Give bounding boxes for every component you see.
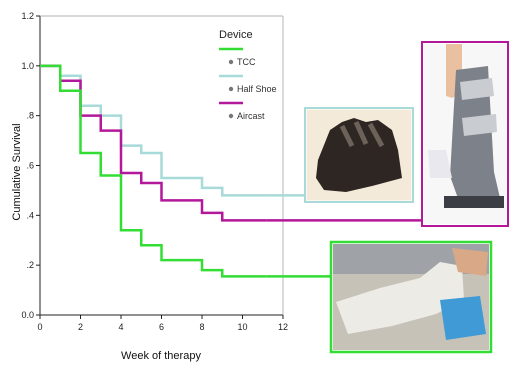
series-lines (40, 64, 267, 278)
legend-marker (228, 113, 234, 119)
tcc-glove (440, 296, 486, 340)
photo-connectors (266, 194, 422, 278)
series-line-half-shoe (40, 64, 267, 197)
aircast-sole (444, 196, 504, 208)
half-shoe-photo (304, 107, 414, 203)
legend-title: Device (219, 29, 253, 41)
x-tick-label: 6 (159, 322, 164, 332)
legend-marker (228, 86, 234, 92)
legend-marker (228, 59, 234, 65)
y-tick-label: 1.2 (21, 11, 34, 21)
legend-label: Aircast (237, 111, 265, 121)
y-ticks: 0.0 .2 .4 .6 .8 1.0 1.2 (21, 11, 40, 320)
y-tick-label: .8 (26, 111, 34, 121)
x-tick-label: 10 (237, 322, 247, 332)
legend-label: TCC (237, 57, 256, 67)
x-ticks: 0 2 4 6 8 10 12 (37, 315, 288, 332)
tcc-hand (452, 248, 488, 276)
x-tick-label: 12 (278, 322, 288, 332)
y-axis-title: Cumulative Survival (11, 123, 23, 220)
aircast-boot-icon (450, 66, 500, 204)
aircast-photo (421, 41, 509, 227)
half-shoe-straps (339, 120, 385, 148)
y-tick-label: .2 (26, 260, 34, 270)
series-line-aircast (40, 64, 267, 222)
y-tick-label: .6 (26, 161, 34, 171)
aircast-shoe (428, 150, 452, 178)
half-shoe-icon (316, 118, 402, 192)
tcc-photo (329, 240, 493, 354)
x-axis-title: Week of therapy (121, 350, 201, 362)
x-tick-label: 0 (37, 322, 42, 332)
x-tick-label: 8 (199, 322, 204, 332)
legend-label: Half Shoe (237, 84, 277, 94)
legend: Device TCC Half Shoe Aircast (219, 29, 277, 121)
series-line-tcc (40, 64, 267, 278)
tcc-cast-icon (336, 262, 464, 334)
y-tick-label: 1.0 (21, 61, 34, 71)
x-tick-label: 4 (118, 322, 123, 332)
aircast-straps (460, 78, 497, 136)
y-tick-label: .4 (26, 210, 34, 220)
x-tick-label: 2 (78, 322, 83, 332)
y-tick-label: 0.0 (21, 310, 34, 320)
